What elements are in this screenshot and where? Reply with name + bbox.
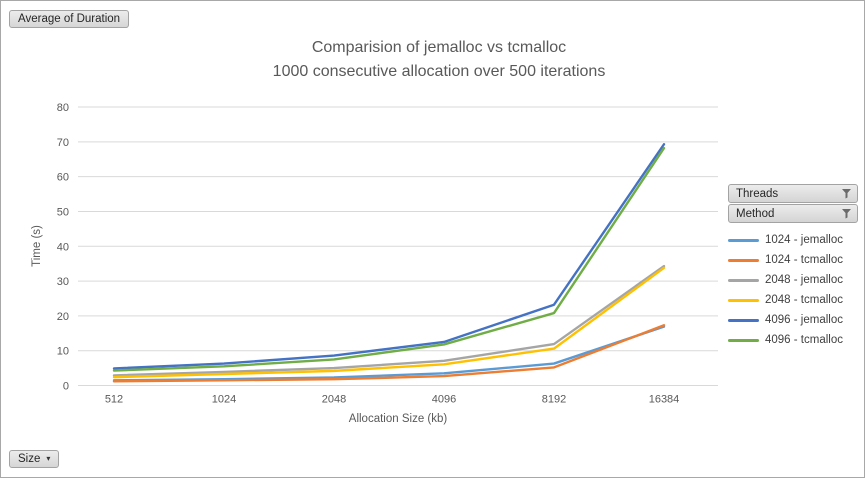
legend-item: 4096 - jemalloc (728, 310, 864, 330)
threads-filter-button[interactable]: Threads (728, 184, 858, 203)
series-line-1024-tcmalloc (112, 324, 666, 383)
threads-filter-label: Threads (736, 187, 779, 200)
series-line-4096-jemalloc (112, 143, 666, 370)
x-tick-label: 512 (105, 394, 123, 406)
filter-funnel-icon (842, 189, 851, 199)
legend-line-swatch (728, 258, 759, 262)
legend-line-swatch (728, 238, 759, 242)
legend-item: 4096 - tcmalloc (728, 330, 864, 350)
legend-label: 1024 - jemalloc (765, 234, 843, 246)
legend-item: 1024 - jemalloc (728, 230, 864, 250)
method-filter-label: Method (736, 207, 775, 220)
y-tick-label: 70 (57, 137, 69, 149)
y-tick-label: 30 (57, 276, 69, 288)
legend-item: 2048 - tcmalloc (728, 290, 864, 310)
y-tick-label: 40 (57, 241, 69, 253)
y-tick-label: 0 (63, 381, 69, 393)
series-line-4096-tcmalloc (112, 146, 666, 372)
chart-legend: 1024 - jemalloc 1024 - tcmalloc 2048 - jem… (728, 230, 864, 350)
x-axis-title: Allocation Size (kb) (348, 413, 448, 425)
chart-title-line2: 1000 consecutive allocation over 500 ite… (272, 63, 606, 80)
method-filter-button[interactable]: Method (728, 204, 858, 223)
x-tick-label: 8192 (542, 394, 566, 406)
x-tick-label: 1024 (212, 394, 236, 406)
axis-field-label: Size (18, 453, 41, 465)
x-tick-label: 16384 (649, 394, 680, 406)
legend-line-swatch (728, 338, 759, 342)
legend-label: 4096 - tcmalloc (765, 334, 843, 346)
y-tick-label: 80 (57, 102, 69, 114)
legend-line-swatch (728, 318, 759, 322)
x-tick-label: 2048 (322, 394, 346, 406)
chart-title: Comparision of jemalloc vs tcmalloc 1000… (99, 36, 779, 84)
legend-item: 2048 - jemalloc (728, 270, 864, 290)
legend-field-buttons: Threads Method (728, 184, 858, 224)
legend-line-swatch (728, 298, 759, 302)
legend-label: 2048 - jemalloc (765, 274, 843, 286)
legend-label: 4096 - jemalloc (765, 314, 843, 326)
value-field-button[interactable]: Average of Duration (9, 10, 130, 28)
legend-label: 2048 - tcmalloc (765, 294, 843, 306)
value-field-label: Average of Duration (18, 13, 121, 25)
dropdown-arrow-icon: ▾ (46, 454, 51, 463)
chart-title-line1: Comparision of jemalloc vs tcmalloc (311, 39, 567, 56)
y-tick-label: 60 (57, 172, 69, 184)
legend-item: 1024 - tcmalloc (728, 250, 864, 270)
filter-funnel-icon (842, 209, 851, 219)
legend-line-swatch (728, 278, 759, 282)
x-tick-label: 4096 (432, 394, 456, 406)
axis-field-button[interactable]: Size ▾ (9, 450, 60, 468)
y-tick-label: 50 (57, 206, 69, 218)
y-tick-label: 10 (57, 346, 69, 358)
series-line-2048-jemalloc (112, 264, 666, 377)
series-line-2048-tcmalloc (112, 266, 666, 379)
legend-label: 1024 - tcmalloc (765, 254, 843, 266)
y-tick-label: 20 (57, 311, 69, 323)
